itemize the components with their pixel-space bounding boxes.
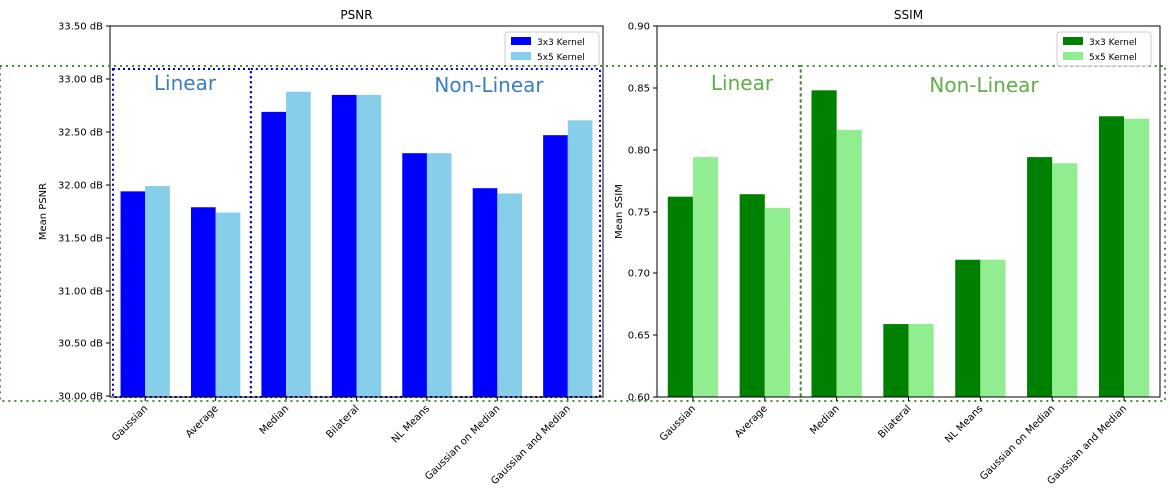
ssim-chart-title: SSIM <box>894 8 923 22</box>
psnr-x-tick-label: NL Means <box>390 403 432 445</box>
ssim-region-linear-label: Linear <box>711 71 774 95</box>
ssim-x-tick-label: Average <box>733 403 770 440</box>
psnr-y-tick-label: 30.00 dB <box>58 392 103 403</box>
ssim-bar-3x3-3 <box>883 324 909 397</box>
ssim-bar-3x3-6 <box>1098 116 1125 397</box>
psnr-y-tick-label: 31.00 dB <box>58 287 103 298</box>
ssim-legend-swatch-5x5 <box>1063 52 1083 60</box>
psnr-bar-3x3-3 <box>331 94 357 398</box>
ssim-x-tick-label: Bilateral <box>876 403 913 440</box>
ssim-x-tick-label: Gaussian and Median <box>1045 403 1129 487</box>
psnr-y-tick-label: 33.00 dB <box>58 75 103 86</box>
ssim-y-tick-label: 0.65 <box>628 331 650 342</box>
psnr-x-tick-label: Gaussian and Median <box>489 403 573 487</box>
ssim-y-tick-label: 0.90 <box>628 22 650 33</box>
psnr-legend-label-5x5: 5x5 Kernel <box>537 53 585 63</box>
psnr-bar-3x3-6 <box>543 135 568 397</box>
ssim-y-axis-label: Mean SSIM <box>614 184 625 239</box>
ssim-bar-3x3-4 <box>955 259 981 397</box>
psnr-region-nonlinear-label: Non-Linear <box>434 73 544 97</box>
psnr-y-tick-label: 30.50 dB <box>58 339 103 350</box>
ssim-region-nonlinear-box <box>799 65 1166 402</box>
psnr-bar-3x3-1 <box>190 207 216 397</box>
psnr-y-axis-label: Mean PSNR <box>38 183 49 240</box>
ssim-y-tick-label: 0.60 <box>628 393 650 404</box>
ssim-bar-5x5-2 <box>836 129 862 397</box>
psnr-chart-title: PSNR <box>340 8 372 22</box>
ssim-bar-3x3-2 <box>811 90 837 397</box>
psnr-x-tick-label: Bilateral <box>324 403 361 440</box>
psnr-x-tick-label: Median <box>258 403 291 436</box>
ssim-legend-label-3x3: 3x3 Kernel <box>1089 38 1137 48</box>
ssim-bar-5x5-6 <box>1124 118 1150 397</box>
psnr-x-tick-label: Gaussian on Median <box>423 403 502 482</box>
psnr-bar-5x5-6 <box>567 120 593 397</box>
psnr-legend-label-3x3: 3x3 Kernel <box>537 38 585 48</box>
psnr-bar-5x5-2 <box>286 91 311 397</box>
psnr-legend-swatch-3x3 <box>511 37 531 45</box>
psnr-bar-5x5-4 <box>426 153 452 397</box>
psnr-legend-swatch-5x5 <box>511 52 531 60</box>
psnr-bar-3x3-0 <box>120 191 146 397</box>
ssim-bar-3x3-1 <box>739 194 765 397</box>
psnr-x-tick-label: Average <box>184 403 221 440</box>
ssim-bar-5x5-0 <box>692 157 719 397</box>
psnr-bar-3x3-2 <box>261 111 287 398</box>
ssim-legend-label-5x5: 5x5 Kernel <box>1089 53 1137 63</box>
psnr-y-tick-label: 32.00 dB <box>58 181 103 192</box>
psnr-x-tick-label: Gaussian <box>110 403 150 443</box>
ssim-bar-5x5-4 <box>980 259 1006 397</box>
ssim-y-tick-label: 0.80 <box>628 146 650 157</box>
ssim-region-nonlinear-label: Non-Linear <box>929 73 1039 97</box>
psnr-bar-5x5-1 <box>215 212 241 397</box>
psnr-y-tick-label: 32.50 dB <box>58 128 103 139</box>
psnr-bar-3x3-5 <box>472 188 498 397</box>
psnr-y-tick-label: 33.50 dB <box>58 22 103 33</box>
ssim-x-tick-label: NL Means <box>943 403 985 445</box>
ssim-bar-5x5-5 <box>1052 163 1078 397</box>
psnr-bar-5x5-3 <box>356 94 382 398</box>
ssim-x-tick-label: Gaussian on Median <box>978 403 1057 482</box>
ssim-y-tick-label: 0.75 <box>628 208 650 219</box>
ssim-y-tick-label: 0.70 <box>628 269 650 280</box>
ssim-bar-5x5-3 <box>908 324 934 397</box>
psnr-bar-5x5-0 <box>145 186 170 397</box>
ssim-x-tick-label: Median <box>808 403 841 436</box>
ssim-region-linear-box <box>0 65 802 402</box>
ssim-legend-swatch-3x3 <box>1063 37 1083 45</box>
psnr-bar-5x5-5 <box>497 193 523 397</box>
ssim-bar-3x3-5 <box>1027 157 1053 397</box>
ssim-bar-3x3-0 <box>667 196 693 397</box>
ssim-bar-5x5-1 <box>764 207 790 397</box>
ssim-y-tick-label: 0.85 <box>628 84 650 95</box>
psnr-bar-3x3-4 <box>402 153 427 397</box>
psnr-y-tick-label: 31.50 dB <box>58 234 103 245</box>
psnr-region-linear-label: Linear <box>154 71 217 95</box>
ssim-x-tick-label: Gaussian <box>658 403 698 443</box>
